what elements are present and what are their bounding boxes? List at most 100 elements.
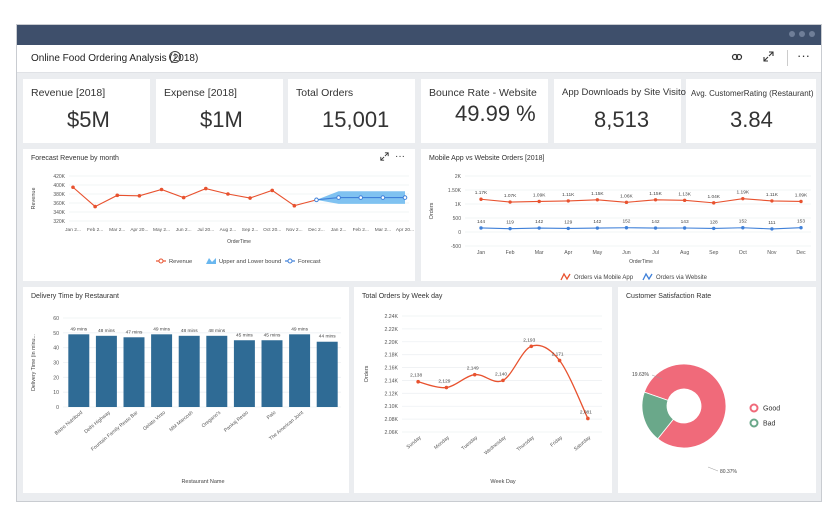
x-tick-label: Pankaj Resto xyxy=(223,410,250,434)
data-label: 111 xyxy=(768,220,776,226)
x-axis-label: Restaurant Name xyxy=(181,479,224,485)
legend-marker xyxy=(560,272,571,281)
x-tick-label: Mar xyxy=(535,250,544,256)
y-tick-label: 2.18K xyxy=(384,353,398,359)
series-line xyxy=(480,227,802,230)
header-divider xyxy=(787,50,788,66)
data-label: 1.17K xyxy=(475,190,488,196)
data-point xyxy=(472,372,477,377)
info-icon[interactable]: i xyxy=(169,51,181,63)
series-line xyxy=(72,186,317,208)
data-point xyxy=(653,198,658,202)
data-label: 2,129 xyxy=(438,379,450,385)
data-point xyxy=(595,226,600,230)
data-point xyxy=(159,187,164,192)
series-line xyxy=(480,198,802,204)
data-label: 48 mins xyxy=(98,328,115,334)
y-axis-label: Delivery Time (in minu... xyxy=(31,334,37,391)
x-tick-label: Feb 2... xyxy=(353,227,369,233)
data-point xyxy=(479,226,483,230)
expand-icon[interactable] xyxy=(763,51,774,65)
y-tick-label: 2.06K xyxy=(384,430,398,436)
x-tick-label: Jul xyxy=(652,250,659,256)
legend-label: Good xyxy=(763,406,780,413)
data-label: 49 mins xyxy=(291,326,308,332)
bar xyxy=(95,335,117,407)
legend-label: Orders via Website xyxy=(656,275,708,281)
data-label: 142 xyxy=(593,219,601,225)
bar xyxy=(178,335,200,407)
link-icon[interactable] xyxy=(731,51,743,66)
y-tick-label: 1.50K xyxy=(448,188,462,194)
kpi-card-bounce-rate[interactable]: Bounce Rate - Website 49.99 % xyxy=(421,79,548,143)
legend-label: Upper and Lower bound xyxy=(219,259,281,265)
data-point xyxy=(799,199,803,204)
x-tick-label: Sep xyxy=(709,250,718,256)
weekday-orders-chart: 2.24K 2.22K 2.20K 2.18K 2.16K 2.14K 2.12K 2.10K… xyxy=(364,314,602,485)
kpi-card-revenue[interactable]: Revenue [2018] $5M xyxy=(23,79,150,143)
data-label: 48 mins xyxy=(208,328,225,334)
data-point xyxy=(402,195,408,200)
x-tick-label: Apr 20... xyxy=(130,227,148,233)
data-point xyxy=(508,226,512,231)
data-point xyxy=(741,196,745,201)
x-tick-label: Dec xyxy=(796,250,806,256)
kpi-card-app-downloads[interactable]: App Downloads by Site Visitors 8,513 xyxy=(554,79,694,143)
x-tick-label: Gelato Vinto xyxy=(142,410,167,432)
x-tick-label: Oct xyxy=(739,250,748,256)
kpi-card-total-orders[interactable]: Total Orders 15,001 xyxy=(288,79,415,143)
y-tick-label: 10 xyxy=(53,390,59,396)
legend-marker xyxy=(287,258,293,264)
data-point xyxy=(226,192,230,196)
x-tick-label: MM Marcosh xyxy=(168,410,194,433)
window-controls[interactable] xyxy=(789,31,815,37)
data-point xyxy=(624,200,629,205)
satisfaction-card: Customer Satisfaction Rate 19.63% 80.37% G… xyxy=(618,287,816,493)
y-tick-label: -500 xyxy=(451,244,461,250)
label-leader xyxy=(651,374,663,380)
data-point xyxy=(204,186,208,191)
kpi-card-expense[interactable]: Expense [2018] $1M xyxy=(156,79,283,143)
y-tick-label: 60 xyxy=(53,316,59,322)
data-label: 144 xyxy=(477,219,485,225)
y-tick-label: 50 xyxy=(53,331,59,337)
y-tick-label: 20 xyxy=(53,375,59,381)
pie-slice xyxy=(641,391,674,440)
x-tick-label: May xyxy=(592,250,602,256)
bar xyxy=(289,334,311,407)
data-label: 2,149 xyxy=(467,366,479,372)
window-titlebar xyxy=(17,25,821,45)
x-tick-label: Jan xyxy=(477,250,485,256)
data-point xyxy=(595,198,600,202)
data-label: 1.04K xyxy=(707,194,720,200)
y-tick-label: 1K xyxy=(455,202,462,208)
more-icon[interactable]: ··· xyxy=(797,48,810,63)
y-tick-label: 360K xyxy=(53,201,65,207)
x-tick-label: Feb 2... xyxy=(87,227,103,233)
y-axis-label: Revenue xyxy=(31,187,37,209)
bar xyxy=(206,335,228,407)
y-tick-label: 2.10K xyxy=(384,404,398,410)
y-tick-label: 2K xyxy=(455,174,462,180)
data-point xyxy=(479,197,483,201)
data-label: 152 xyxy=(739,219,747,225)
x-tick-label: Oregano's xyxy=(201,410,223,430)
data-point xyxy=(799,226,803,230)
data-point xyxy=(537,226,541,230)
x-tick-label: Aug xyxy=(680,250,689,256)
legend-marker xyxy=(749,403,759,413)
bar xyxy=(68,334,90,407)
kpi-card-avg-rating[interactable]: Avg. CustomerRating (Restaurant) 3.84 xyxy=(686,79,816,143)
kpi-value: 8,513 xyxy=(594,107,650,132)
y-tick-label: 0 xyxy=(56,405,59,411)
x-tick-label: Oct 20... xyxy=(263,227,281,233)
forecast-revenue-card: Forecast Revenue by month ··· 420K 400K 38… xyxy=(23,149,415,281)
y-tick-label: 0 xyxy=(458,230,461,236)
expand-icon[interactable] xyxy=(380,152,389,163)
weekday-orders-card: Total Orders by Week day 2.24K 2.22K 2.20K… xyxy=(354,287,612,493)
legend-label: Orders via Mobile App xyxy=(574,275,634,281)
more-icon[interactable]: ··· xyxy=(395,151,405,162)
data-point xyxy=(248,196,252,200)
x-tick-label: Aug 2... xyxy=(220,227,237,233)
x-axis-label: Week Day xyxy=(490,479,516,485)
